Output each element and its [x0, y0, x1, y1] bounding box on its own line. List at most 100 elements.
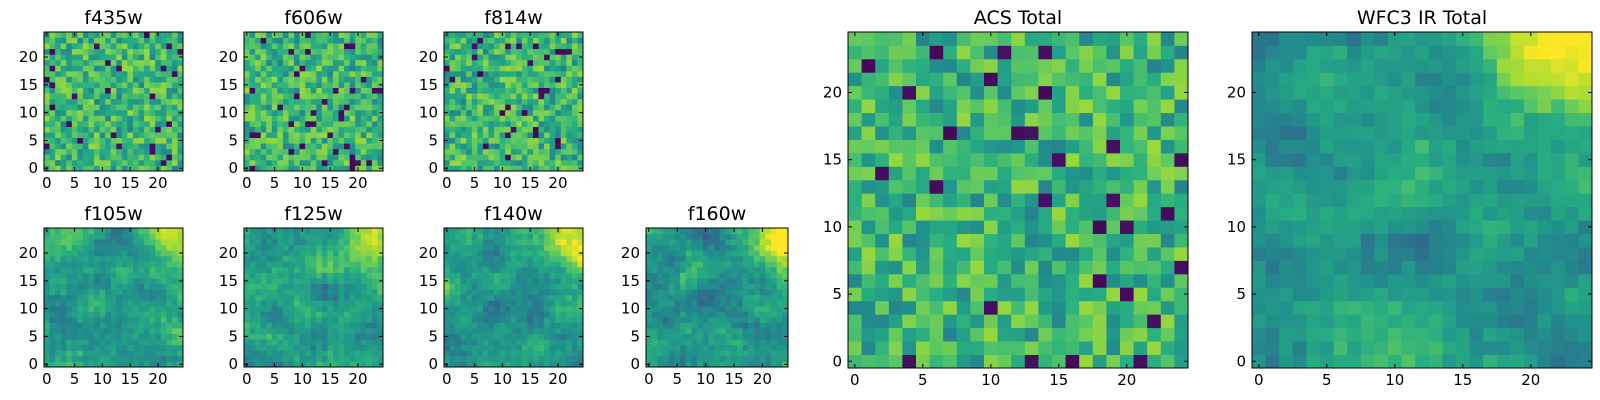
heatmap-cell — [310, 233, 317, 240]
heatmap-cell — [282, 37, 289, 44]
heatmap-cell — [488, 328, 495, 335]
heatmap-cell — [299, 261, 306, 268]
heatmap-cell — [144, 32, 151, 38]
heatmap-cell — [110, 165, 117, 172]
heatmap-cell — [725, 350, 732, 357]
heatmap-cell — [680, 316, 687, 323]
heatmap-cell — [759, 289, 766, 296]
heatmap-cell — [549, 87, 556, 94]
heatmap-cell — [366, 126, 373, 133]
heatmap-cell — [566, 59, 573, 66]
heatmap-cell — [477, 339, 484, 346]
heatmap-cell — [366, 294, 373, 301]
heatmap-cell — [255, 339, 262, 346]
heatmap-cell — [1065, 206, 1080, 221]
heatmap-cell — [527, 283, 534, 290]
heatmap-cell — [1011, 58, 1026, 73]
heatmap-cell — [171, 233, 178, 240]
heatmap-cell — [488, 87, 495, 94]
heatmap-cell — [105, 344, 112, 351]
heatmap-cell — [49, 333, 56, 340]
heatmap-cell — [466, 305, 473, 312]
heatmap-cell — [138, 165, 145, 172]
heatmap-cell — [55, 272, 62, 279]
heatmap-cell — [355, 294, 362, 301]
heatmap-cell — [88, 355, 95, 362]
heatmap-cell — [160, 344, 167, 351]
heatmap-cell — [366, 272, 373, 279]
heatmap-cell — [494, 65, 500, 72]
heatmap-cell — [377, 322, 384, 329]
heatmap-cell — [1011, 273, 1026, 288]
heatmap-cell — [549, 48, 556, 55]
heatmap-cell — [310, 165, 317, 172]
heatmap-cell — [1106, 152, 1121, 167]
heatmap-cell — [1106, 314, 1121, 329]
heatmap-cell — [875, 206, 890, 221]
heatmap-cell — [759, 311, 766, 318]
heatmap-cell — [521, 93, 528, 100]
heatmap-cell — [316, 32, 323, 38]
heatmap-cell — [685, 311, 692, 318]
heatmap-cell — [260, 361, 267, 368]
heatmap-cell — [685, 355, 692, 362]
heatmap-cell — [310, 289, 317, 296]
heatmap-cell — [310, 272, 317, 279]
heatmap-cell — [444, 255, 450, 262]
heatmap-cell — [997, 287, 1012, 302]
heatmap-cell — [288, 87, 295, 94]
heatmap-cell — [460, 328, 467, 335]
heatmap-cell — [94, 250, 100, 257]
heatmap-cell — [560, 244, 567, 251]
heatmap-cell — [521, 300, 528, 307]
heatmap-cell — [271, 278, 278, 284]
heatmap-cell — [355, 159, 362, 166]
heatmap-cell — [685, 350, 692, 357]
heatmap-cell — [765, 311, 772, 318]
heatmap-cell — [266, 300, 273, 307]
heatmap-cell — [505, 70, 512, 77]
heatmap-cell — [160, 239, 167, 246]
heatmap-cell — [1147, 247, 1162, 261]
heatmap-cell — [160, 261, 167, 268]
heatmap-cell — [88, 109, 95, 116]
heatmap-cell — [255, 54, 262, 61]
heatmap-cell — [538, 233, 545, 240]
heatmap-cell — [166, 255, 173, 262]
heatmap-cell — [110, 59, 117, 66]
heatmap-cell — [288, 316, 295, 323]
heatmap-cell — [249, 59, 256, 66]
heatmap-cell — [66, 339, 73, 346]
y-tick-label: 5 — [228, 327, 238, 345]
heatmap-cell — [249, 272, 256, 279]
heatmap-cell — [888, 166, 903, 181]
heatmap-cell — [477, 65, 484, 72]
heatmap-cell — [260, 344, 267, 351]
heatmap-cell — [271, 289, 278, 296]
heatmap-cell — [494, 159, 500, 166]
heatmap-cell — [77, 132, 84, 139]
heatmap-cell — [753, 305, 760, 312]
heatmap-cell — [736, 305, 743, 312]
heatmap-cell — [338, 48, 345, 55]
heatmap-cell — [149, 32, 156, 38]
heatmap-cell — [160, 48, 167, 55]
heatmap-cell — [651, 344, 658, 351]
heatmap-cell — [516, 148, 523, 155]
heatmap-cell — [321, 70, 328, 77]
heatmap-cell — [316, 98, 323, 105]
heatmap-cell — [1065, 193, 1080, 208]
heatmap-cell — [725, 294, 732, 301]
heatmap-cell — [477, 148, 484, 155]
heatmap-cell — [349, 228, 356, 234]
heatmap-cell — [875, 45, 890, 60]
heatmap-cell — [294, 283, 300, 290]
heatmap-cell — [260, 115, 267, 122]
heatmap-cell — [674, 339, 681, 346]
heatmap-cell — [527, 37, 534, 44]
heatmap-cell — [668, 339, 675, 346]
heatmap-cell — [277, 355, 284, 362]
heatmap-cell — [116, 328, 123, 335]
heatmap-cell — [332, 305, 339, 312]
heatmap-cell — [861, 112, 876, 127]
